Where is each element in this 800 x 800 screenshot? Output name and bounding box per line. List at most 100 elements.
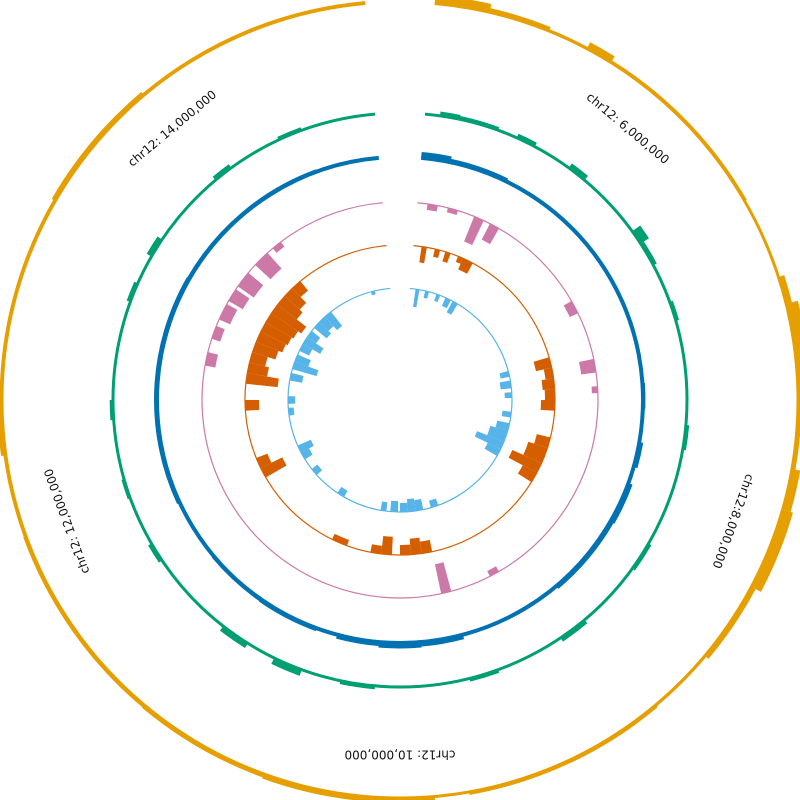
track-5-bar-31 xyxy=(277,296,303,320)
track-1-bar-15 xyxy=(441,791,470,798)
track-3 xyxy=(154,151,646,649)
track-5-bar-29 xyxy=(265,313,299,339)
track-4-bar-6 xyxy=(591,386,598,394)
track-4-bar-9 xyxy=(205,352,219,368)
track-6-bar-12 xyxy=(484,442,501,456)
track-6-bar-4 xyxy=(446,301,458,315)
track-2-bar-0 xyxy=(439,111,461,120)
track-1-bar-3 xyxy=(586,42,615,63)
track-3-bar-0 xyxy=(421,151,452,163)
track-5-bar-25 xyxy=(249,352,268,367)
track-4-bar-0 xyxy=(426,203,438,212)
track-2-bar-3 xyxy=(568,163,589,181)
track-6-bar-30 xyxy=(307,331,321,344)
track-6-bar-11 xyxy=(474,431,504,450)
track-1-bar-6 xyxy=(778,275,792,304)
track-6-bar-32 xyxy=(319,316,334,331)
track-1-bar-7 xyxy=(786,300,800,387)
track-6-bar-1 xyxy=(423,290,429,299)
track-1-bar-9 xyxy=(791,427,800,470)
track-6-bar-27 xyxy=(294,354,311,367)
track-2-bar-13 xyxy=(219,626,248,649)
track-2-bar-7 xyxy=(682,425,690,451)
track-2-bar-8 xyxy=(632,543,652,571)
track-1-bar-0 xyxy=(434,0,492,13)
track-4-bar-11 xyxy=(219,304,238,325)
track-6-bar-13 xyxy=(428,498,439,508)
track-1-bar-14 xyxy=(469,704,658,795)
track-6-bar-22 xyxy=(297,439,314,453)
track-5-bar-18 xyxy=(370,544,383,554)
track-4-bar-14 xyxy=(255,252,282,280)
track-5-bar-7 xyxy=(541,378,555,391)
track-6-bar-25 xyxy=(289,372,304,383)
track-5-bar-15 xyxy=(409,537,422,555)
track-6-bar-23 xyxy=(288,407,295,416)
track-3-bar-9 xyxy=(378,642,422,649)
track-2-bar-19 xyxy=(212,164,232,181)
track-6-bar-20 xyxy=(311,464,323,475)
track-6-bar-16 xyxy=(400,502,408,512)
position-label-6mb: chr12: 6,000,000 xyxy=(584,90,672,167)
track-6-bar-21 xyxy=(301,448,313,460)
track-1-bar-8 xyxy=(797,386,800,428)
track-2-bar-4 xyxy=(632,225,649,244)
track-4-bar-12 xyxy=(228,289,250,310)
track-6-bar-2 xyxy=(434,294,441,303)
track-5-bar-10 xyxy=(534,434,551,448)
track-1-bar-22 xyxy=(0,199,56,387)
track-6-bar-10 xyxy=(487,425,508,442)
track-5-bar-20 xyxy=(260,457,287,478)
track-4-bar-5 xyxy=(579,358,597,375)
track-1-bar-5 xyxy=(744,200,780,278)
position-label-8mb: chr12:8,000,000 xyxy=(710,472,757,570)
track-6-bar-17 xyxy=(390,500,399,512)
track-4-bar-1 xyxy=(446,207,458,215)
track-6-bar-18 xyxy=(380,501,388,512)
track-1-bar-20 xyxy=(3,455,26,537)
track-3-bar-10 xyxy=(336,634,379,647)
track-5-bar-30 xyxy=(271,304,307,334)
track-6-bar-0 xyxy=(413,289,420,308)
track-3-bar-8 xyxy=(421,634,465,647)
track-4-bar-8 xyxy=(487,566,499,577)
track-2-bar-15 xyxy=(121,479,131,500)
track-2-bar-14 xyxy=(148,543,163,563)
track-3-bar-4 xyxy=(633,442,644,469)
track-1-bar-24 xyxy=(142,1,366,96)
track-4-bar-2 xyxy=(464,216,484,246)
track-5-bar-16 xyxy=(400,544,411,555)
track-3-bar-3 xyxy=(642,382,646,409)
track-5-bar-0 xyxy=(419,246,427,264)
track-3-bar-11 xyxy=(258,599,317,632)
track-6-bar-33 xyxy=(325,311,343,331)
track-2-bar-2 xyxy=(516,133,537,147)
track-5-bar-19 xyxy=(332,533,350,546)
track-1-bar-16 xyxy=(372,796,435,800)
track-1-bar-11 xyxy=(751,509,793,592)
track-2-bar-9 xyxy=(560,619,588,642)
track-1-bar-10 xyxy=(782,469,800,513)
track-3-bar-7 xyxy=(483,586,558,631)
track-6-bar-5 xyxy=(499,371,510,379)
track-6-bar-6 xyxy=(499,380,512,390)
track-2-baseline xyxy=(111,112,689,689)
track-6-bar-28 xyxy=(299,344,313,356)
track-5-bar-23 xyxy=(245,373,279,388)
position-label-12mb: chr12: 12,000,000 xyxy=(41,467,92,576)
track-5-bar-5 xyxy=(533,357,552,372)
track-2-bar-1 xyxy=(459,116,500,131)
track-2-bar-16 xyxy=(109,400,114,421)
track-2-bar-5 xyxy=(640,241,657,266)
track-5-bar-33 xyxy=(292,281,309,298)
track-5-bar-9 xyxy=(540,400,555,411)
track-2-bar-10 xyxy=(469,669,500,682)
track-5-bar-32 xyxy=(284,288,307,310)
track-5-bar-11 xyxy=(523,441,548,464)
track-3-bar-15 xyxy=(316,157,367,172)
track-1-bar-23 xyxy=(51,91,145,201)
track-4-bar-10 xyxy=(211,325,225,342)
